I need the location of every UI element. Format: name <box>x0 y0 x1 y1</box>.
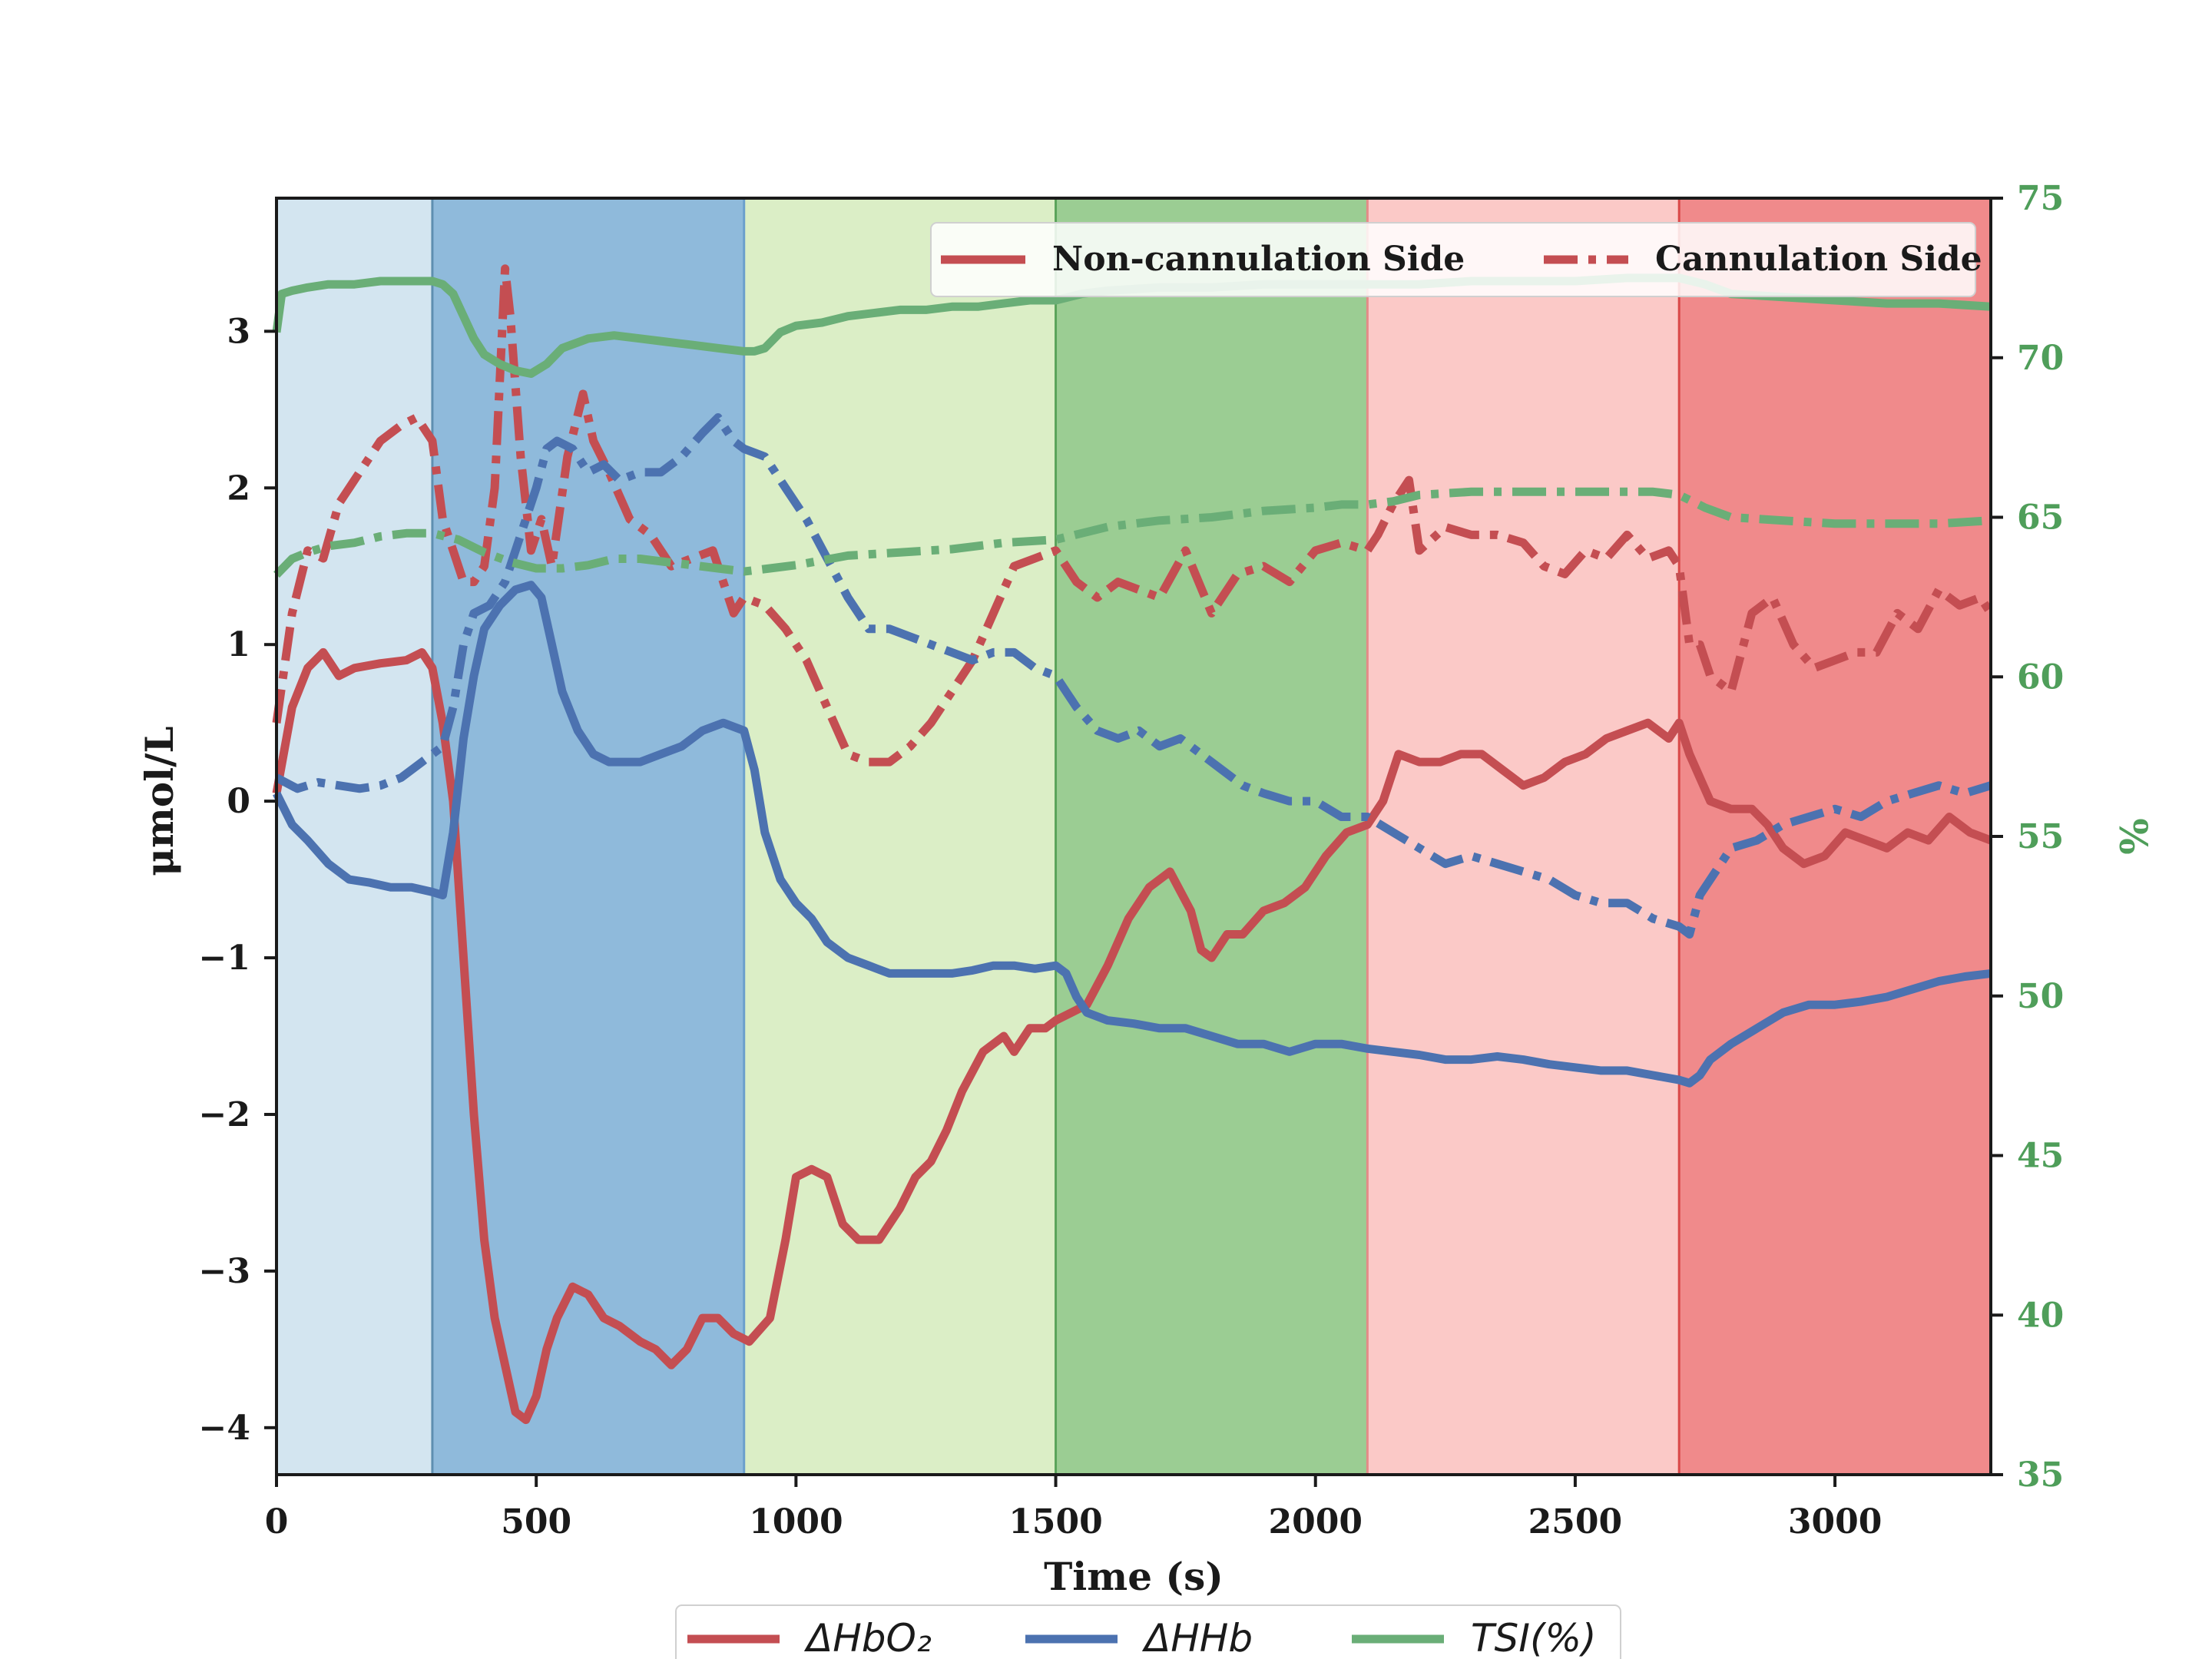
x-axis-label: Time (s) <box>1044 1554 1224 1599</box>
x-tick-label: 2500 <box>1528 1502 1622 1541</box>
y2-tick-label: 60 <box>2017 657 2064 697</box>
phase-band-5 <box>1367 198 1680 1475</box>
y-tick-label: 3 <box>227 312 250 351</box>
y-axis-right: 75 70 65 60 55 50 45 40 35 <box>1991 179 2064 1495</box>
y-tick-label: 1 <box>227 625 250 664</box>
legend-sides-label-2: Cannulation Side <box>1655 240 1982 279</box>
y-tick-label: −3 <box>199 1252 250 1291</box>
y-tick-label: 2 <box>227 469 250 508</box>
phase-band-6 <box>1679 198 1991 1475</box>
y2-tick-label: 55 <box>2017 817 2064 856</box>
x-tick-label: 3000 <box>1788 1502 1882 1541</box>
y2-tick-label: 70 <box>2017 339 2064 378</box>
phase-band-3 <box>743 198 1056 1475</box>
x-tick-label: 1000 <box>749 1502 843 1541</box>
x-tick-label: 0 <box>265 1502 289 1541</box>
series-lines <box>272 264 1995 1425</box>
phase-band-4 <box>1055 198 1368 1475</box>
y-tick-label: 0 <box>227 782 250 821</box>
legend-series-label-2: ΔHHb <box>1141 1616 1253 1659</box>
y2-tick-label: 75 <box>2017 179 2064 218</box>
y-tick-label: −4 <box>199 1409 250 1448</box>
x-tick-label: 500 <box>501 1502 571 1541</box>
series-line-3-cannulation-side <box>274 413 1992 939</box>
y2-tick-label: 35 <box>2017 1455 2064 1495</box>
y2-axis-label: % <box>2111 818 2156 855</box>
series-line-5-cannulation-side <box>273 487 1992 578</box>
x-axis: 0 500 1000 1500 2000 2500 3000 <box>265 1475 1882 1541</box>
phase-band-2 <box>432 198 744 1475</box>
x-tick-label: 2000 <box>1268 1502 1362 1541</box>
y2-tick-label: 45 <box>2017 1137 2064 1176</box>
legend-series-label-3: TSI(%) <box>1471 1616 1597 1659</box>
y-axis-label: μmol/L <box>137 726 182 876</box>
y-tick-label: −2 <box>199 1095 250 1134</box>
series-line-0-non-cannulation-side <box>272 647 1992 1425</box>
legend-series-label-1: ΔHbO₂ <box>803 1616 932 1659</box>
legend-series-box <box>675 1604 1621 1659</box>
legend-sides-box <box>930 222 1976 297</box>
y2-tick-label: 50 <box>2017 977 2064 1016</box>
y-tick-label: −1 <box>199 939 250 978</box>
legend-sides-label-1: Non-cannulation Side <box>1052 240 1465 279</box>
legend-sides: Non-cannulation Side Cannulation Side <box>930 222 1982 297</box>
series-line-2-non-cannulation-side <box>273 581 1992 1088</box>
y2-tick-label: 40 <box>2017 1296 2064 1335</box>
phase-boundaries <box>431 198 1681 1475</box>
phase-bands <box>276 198 1991 1475</box>
y-axis-left: 3 2 1 0 −1 −2 −3 −4 <box>199 312 276 1448</box>
x-tick-label: 1500 <box>1008 1502 1102 1541</box>
y2-tick-label: 65 <box>2017 498 2064 538</box>
series-line-1-cannulation-side <box>272 264 1995 767</box>
legend-series: ΔHbO₂ ΔHHb TSI(%) <box>675 1604 1621 1659</box>
